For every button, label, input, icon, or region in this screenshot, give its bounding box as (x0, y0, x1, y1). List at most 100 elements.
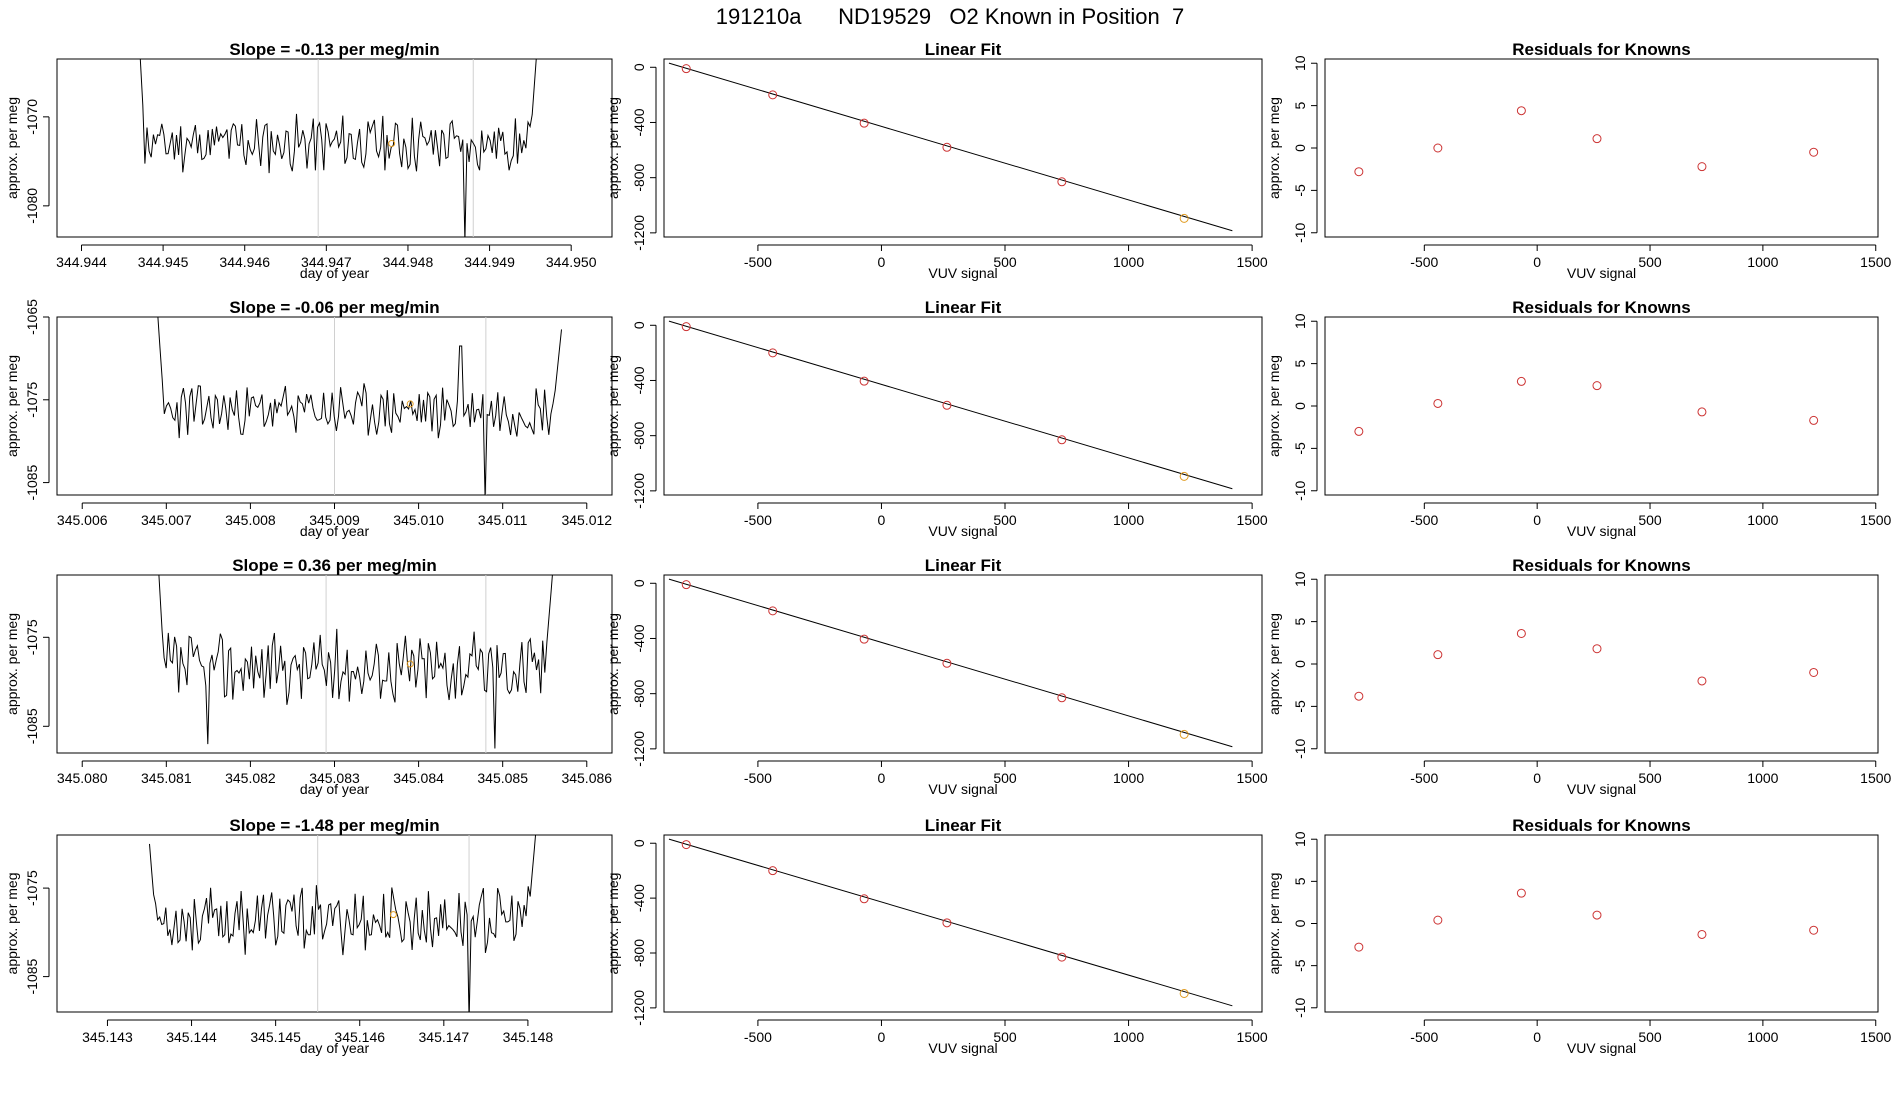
residuals-panel-row-3: Residuals for Knowns -500 0 500 1000 1500 VUV … (1266, 556, 1892, 797)
x-tick-label: 0 (878, 1029, 886, 1045)
fit-point (1179, 988, 1189, 998)
y-tick-label: -1200 (631, 215, 647, 251)
reference-marker (388, 140, 396, 148)
y-axis-label: approx. per meg (4, 873, 20, 975)
panel-title: Linear Fit (925, 298, 1002, 317)
y-tick-label: -1075 (24, 619, 40, 655)
x-tick-label: 345.084 (393, 770, 444, 786)
plot-area (668, 578, 1233, 748)
y-axis-label: approx. per meg (4, 613, 20, 715)
reference-marker (389, 911, 397, 919)
residual-point (1433, 650, 1443, 660)
panel-title: Slope = -0.06 per meg/min (229, 298, 439, 317)
x-tick-label: 0 (1533, 1029, 1541, 1045)
x-tick-label: 344.947 (301, 254, 352, 270)
x-axis-label: VUV signal (928, 523, 997, 539)
y-tick-label: 5 (1292, 360, 1308, 368)
fit-point (1057, 693, 1067, 703)
plot-frame (1324, 316, 1879, 496)
fit-point (681, 840, 691, 850)
y-tick-label: -400 (631, 366, 647, 394)
panel-title: Slope = 0.36 per meg/min (232, 556, 437, 575)
x-tick-label: 1500 (1237, 770, 1268, 786)
residual-point (1354, 426, 1364, 436)
y-tick-label: -1200 (631, 731, 647, 767)
x-tick-label: 344.945 (138, 254, 189, 270)
fit-point (1179, 729, 1189, 739)
y-tick-label: -10 (1292, 738, 1308, 758)
x-tick-label: 345.143 (82, 1029, 133, 1045)
y-axis-label: approx. per meg (4, 97, 20, 199)
x-tick-label: 500 (1638, 254, 1662, 270)
x-tick-label: 345.006 (57, 512, 108, 528)
x-tick-label: -500 (1410, 512, 1438, 528)
plot-area (668, 320, 1233, 490)
residual-point (1433, 398, 1443, 408)
x-tick-label: 345.011 (478, 512, 528, 528)
plot-frame (56, 574, 613, 754)
fit-point (942, 400, 952, 410)
panel-title: Residuals for Knowns (1512, 40, 1691, 59)
y-tick-label: 5 (1292, 102, 1308, 110)
timeseries-panel-row-3: Slope = 0.36 per meg/min 345.080 345.081 34… (4, 556, 613, 797)
y-tick-label: -400 (631, 108, 647, 136)
fit-point (1179, 471, 1189, 481)
trace-line (149, 835, 537, 1012)
fit-point (1179, 213, 1189, 223)
residuals-panel-row-2: Residuals for Knowns -500 0 500 1000 1500 VUV … (1266, 298, 1892, 539)
x-tick-label: 345.081 (141, 770, 192, 786)
x-axis-label: day of year (300, 523, 370, 539)
x-tick-label: 1500 (1860, 254, 1891, 270)
plot-area (1354, 106, 1819, 177)
fit-point (681, 580, 691, 590)
y-tick-label: -1075 (24, 382, 40, 418)
x-tick-label: 500 (993, 254, 1017, 270)
x-tick-label: -500 (1410, 770, 1438, 786)
x-tick-label: 1000 (1113, 1029, 1144, 1045)
x-tick-label: 0 (878, 770, 886, 786)
plot-area (668, 838, 1233, 1007)
x-tick-label: 1500 (1237, 512, 1268, 528)
plot-frame (56, 58, 613, 238)
plot-area (1354, 376, 1819, 436)
x-tick-label: 1000 (1747, 254, 1778, 270)
x-tick-label: 500 (993, 770, 1017, 786)
fit-point (681, 64, 691, 74)
fit-point (768, 866, 778, 876)
timeseries-panel-row-2: Slope = -0.06 per meg/min 345.006 345.007 3… (4, 298, 613, 539)
x-axis-label: VUV signal (1567, 781, 1636, 797)
y-tick-label: -400 (631, 624, 647, 652)
y-tick-label: 0 (1292, 402, 1308, 410)
x-tick-label: 0 (1533, 512, 1541, 528)
plot-frame (663, 58, 1263, 238)
residual-point (1516, 106, 1526, 116)
residual-point (1592, 644, 1602, 654)
y-tick-label: 10 (1292, 571, 1308, 587)
y-tick-label: 10 (1292, 831, 1308, 847)
panel-title: Linear Fit (925, 40, 1002, 59)
residual-point (1433, 143, 1443, 153)
x-tick-label: 0 (878, 512, 886, 528)
fit-point (768, 90, 778, 100)
panel-title: Residuals for Knowns (1512, 816, 1691, 835)
y-tick-label: -5 (1292, 700, 1308, 713)
y-tick-label: -1085 (24, 958, 40, 994)
x-tick-label: 1000 (1747, 770, 1778, 786)
y-tick-label: -800 (631, 421, 647, 449)
fit-point (942, 142, 952, 152)
residual-point (1516, 628, 1526, 638)
x-tick-label: -500 (744, 512, 772, 528)
plot-area (149, 835, 537, 1012)
residual-point (1809, 925, 1819, 935)
reference-marker (406, 400, 414, 408)
y-tick-label: 5 (1292, 618, 1308, 626)
x-tick-label: 345.010 (393, 512, 444, 528)
x-tick-label: 345.146 (334, 1029, 385, 1045)
y-tick-label: 10 (1292, 313, 1308, 329)
plot-frame (1324, 574, 1879, 754)
y-axis-label: approx. per meg (4, 355, 20, 457)
fit-point (859, 634, 869, 644)
y-tick-label: -1085 (24, 708, 40, 744)
y-tick-label: 0 (631, 63, 647, 71)
